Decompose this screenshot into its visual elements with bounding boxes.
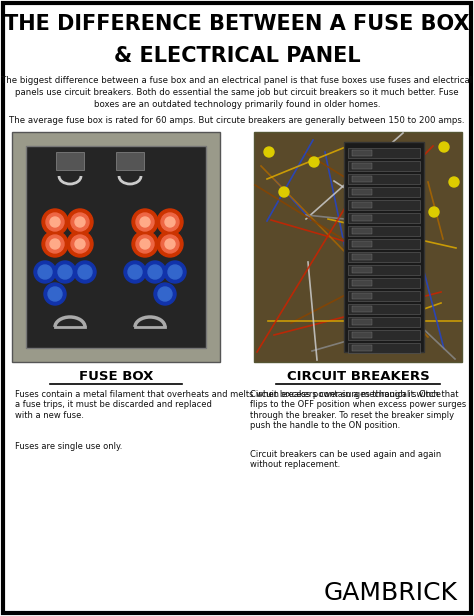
- Circle shape: [168, 265, 182, 279]
- Bar: [352, 254, 372, 260]
- Text: The average fuse box is rated for 60 amps. But circute breakers are generally be: The average fuse box is rated for 60 amp…: [9, 116, 465, 125]
- Text: Fuses contain a metal filament that overheats and melts when excess power surges: Fuses contain a metal filament that over…: [15, 390, 441, 419]
- Circle shape: [165, 217, 175, 227]
- Circle shape: [78, 265, 92, 279]
- Bar: [348, 239, 420, 249]
- Bar: [348, 148, 420, 158]
- Circle shape: [264, 147, 274, 157]
- Bar: [348, 213, 420, 223]
- Circle shape: [74, 261, 96, 283]
- Bar: [352, 163, 372, 169]
- Circle shape: [144, 261, 166, 283]
- Text: boxes are an outdated technology primarily found in older homes.: boxes are an outdated technology primari…: [94, 100, 380, 109]
- Bar: [352, 215, 372, 221]
- Circle shape: [136, 213, 154, 231]
- Bar: [352, 332, 372, 338]
- Circle shape: [132, 209, 158, 235]
- Circle shape: [75, 217, 85, 227]
- Text: GAMBRICK: GAMBRICK: [324, 581, 458, 605]
- Bar: [348, 304, 420, 314]
- Circle shape: [449, 177, 459, 187]
- Circle shape: [42, 231, 68, 257]
- Bar: [352, 306, 372, 312]
- Circle shape: [50, 217, 60, 227]
- Circle shape: [124, 261, 146, 283]
- Bar: [352, 202, 372, 208]
- Text: & ELECTRICAL PANEL: & ELECTRICAL PANEL: [114, 46, 360, 66]
- Circle shape: [136, 235, 154, 253]
- Circle shape: [279, 187, 289, 197]
- Text: Fuses are single use only.: Fuses are single use only.: [15, 442, 122, 451]
- Bar: [352, 189, 372, 195]
- Text: panels use circuit breakers. Both do essential the same job but circuit breakers: panels use circuit breakers. Both do ess…: [15, 88, 459, 97]
- Circle shape: [154, 283, 176, 305]
- Circle shape: [46, 235, 64, 253]
- Bar: [344, 142, 424, 352]
- Circle shape: [164, 261, 186, 283]
- Bar: [348, 265, 420, 275]
- Bar: [56, 152, 84, 170]
- Bar: [348, 291, 420, 301]
- Circle shape: [157, 231, 183, 257]
- Circle shape: [439, 142, 449, 152]
- Circle shape: [158, 287, 172, 301]
- Bar: [26, 146, 206, 348]
- Circle shape: [165, 239, 175, 249]
- Circle shape: [128, 265, 142, 279]
- Circle shape: [309, 157, 319, 167]
- Bar: [352, 241, 372, 247]
- Text: FUSE BOX: FUSE BOX: [79, 370, 153, 383]
- Bar: [348, 187, 420, 197]
- Bar: [348, 278, 420, 288]
- Circle shape: [67, 231, 93, 257]
- Bar: [352, 267, 372, 273]
- Circle shape: [48, 287, 62, 301]
- Bar: [348, 317, 420, 327]
- Circle shape: [161, 213, 179, 231]
- Bar: [348, 330, 420, 340]
- Bar: [352, 345, 372, 351]
- Circle shape: [148, 265, 162, 279]
- Text: Circuit breakers contain a mechanical switch that
flips to the OFF position when: Circuit breakers contain a mechanical sw…: [250, 390, 466, 430]
- Circle shape: [161, 235, 179, 253]
- Bar: [348, 174, 420, 184]
- Bar: [348, 226, 420, 236]
- Bar: [352, 319, 372, 325]
- Circle shape: [132, 231, 158, 257]
- Bar: [12, 132, 220, 362]
- Bar: [348, 343, 420, 353]
- Bar: [352, 150, 372, 156]
- Text: THE DIFFERENCE BETWEEN A FUSE BOX: THE DIFFERENCE BETWEEN A FUSE BOX: [4, 14, 470, 34]
- Bar: [348, 161, 420, 171]
- Circle shape: [140, 217, 150, 227]
- Bar: [352, 228, 372, 234]
- Circle shape: [34, 261, 56, 283]
- Circle shape: [71, 213, 89, 231]
- Text: The biggest difference between a fuse box and an electrical panel is that fuse b: The biggest difference between a fuse bo…: [1, 76, 473, 85]
- Circle shape: [71, 235, 89, 253]
- Text: Circuit breakers can be used again and again
without replacement.: Circuit breakers can be used again and a…: [250, 450, 441, 469]
- Bar: [352, 293, 372, 299]
- Circle shape: [38, 265, 52, 279]
- Bar: [348, 200, 420, 210]
- Bar: [348, 252, 420, 262]
- Circle shape: [140, 239, 150, 249]
- Circle shape: [429, 207, 439, 217]
- Circle shape: [44, 283, 66, 305]
- Circle shape: [67, 209, 93, 235]
- Bar: [352, 280, 372, 286]
- Circle shape: [58, 265, 72, 279]
- Circle shape: [42, 209, 68, 235]
- Circle shape: [50, 239, 60, 249]
- Text: CIRCUIT BREAKERS: CIRCUIT BREAKERS: [287, 370, 429, 383]
- Circle shape: [157, 209, 183, 235]
- Bar: [352, 176, 372, 182]
- Circle shape: [75, 239, 85, 249]
- Circle shape: [46, 213, 64, 231]
- Bar: [116, 152, 144, 170]
- Bar: [254, 132, 462, 362]
- Circle shape: [54, 261, 76, 283]
